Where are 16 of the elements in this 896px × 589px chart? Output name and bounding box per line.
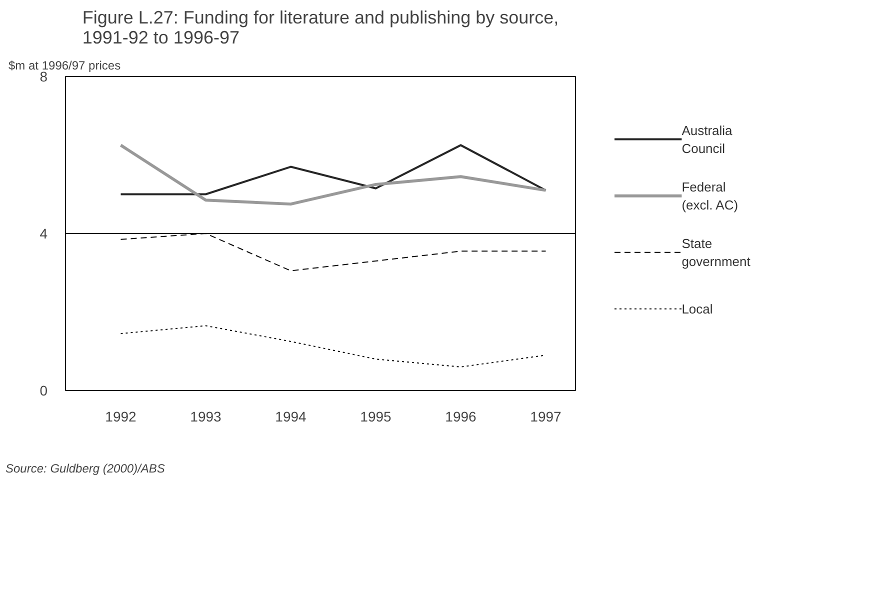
- chart-title: Figure L.27: Funding for literature and publishing by source, 1991-92 to 1996-97: [82, 8, 559, 48]
- x-tick-label: 1995: [360, 408, 392, 424]
- text: State government: [682, 236, 751, 269]
- x-tick-label: 1993: [190, 408, 222, 424]
- x-tick-label: 1994: [275, 408, 307, 424]
- source-note: Source: Guldberg (2000)/ABS: [6, 462, 165, 476]
- x-tick-label: 1992: [105, 408, 137, 424]
- y-tick-label: 4: [40, 226, 48, 242]
- x-tick-label: 1997: [530, 408, 562, 424]
- text: Local: [682, 301, 713, 316]
- text: Federal (excl. AC): [682, 179, 738, 212]
- y-tick-label: 0: [40, 382, 48, 398]
- text: Australia Council: [682, 122, 734, 156]
- x-tick-label: 1996: [445, 408, 477, 424]
- line-series: [120, 144, 547, 196]
- line-series: [119, 144, 548, 206]
